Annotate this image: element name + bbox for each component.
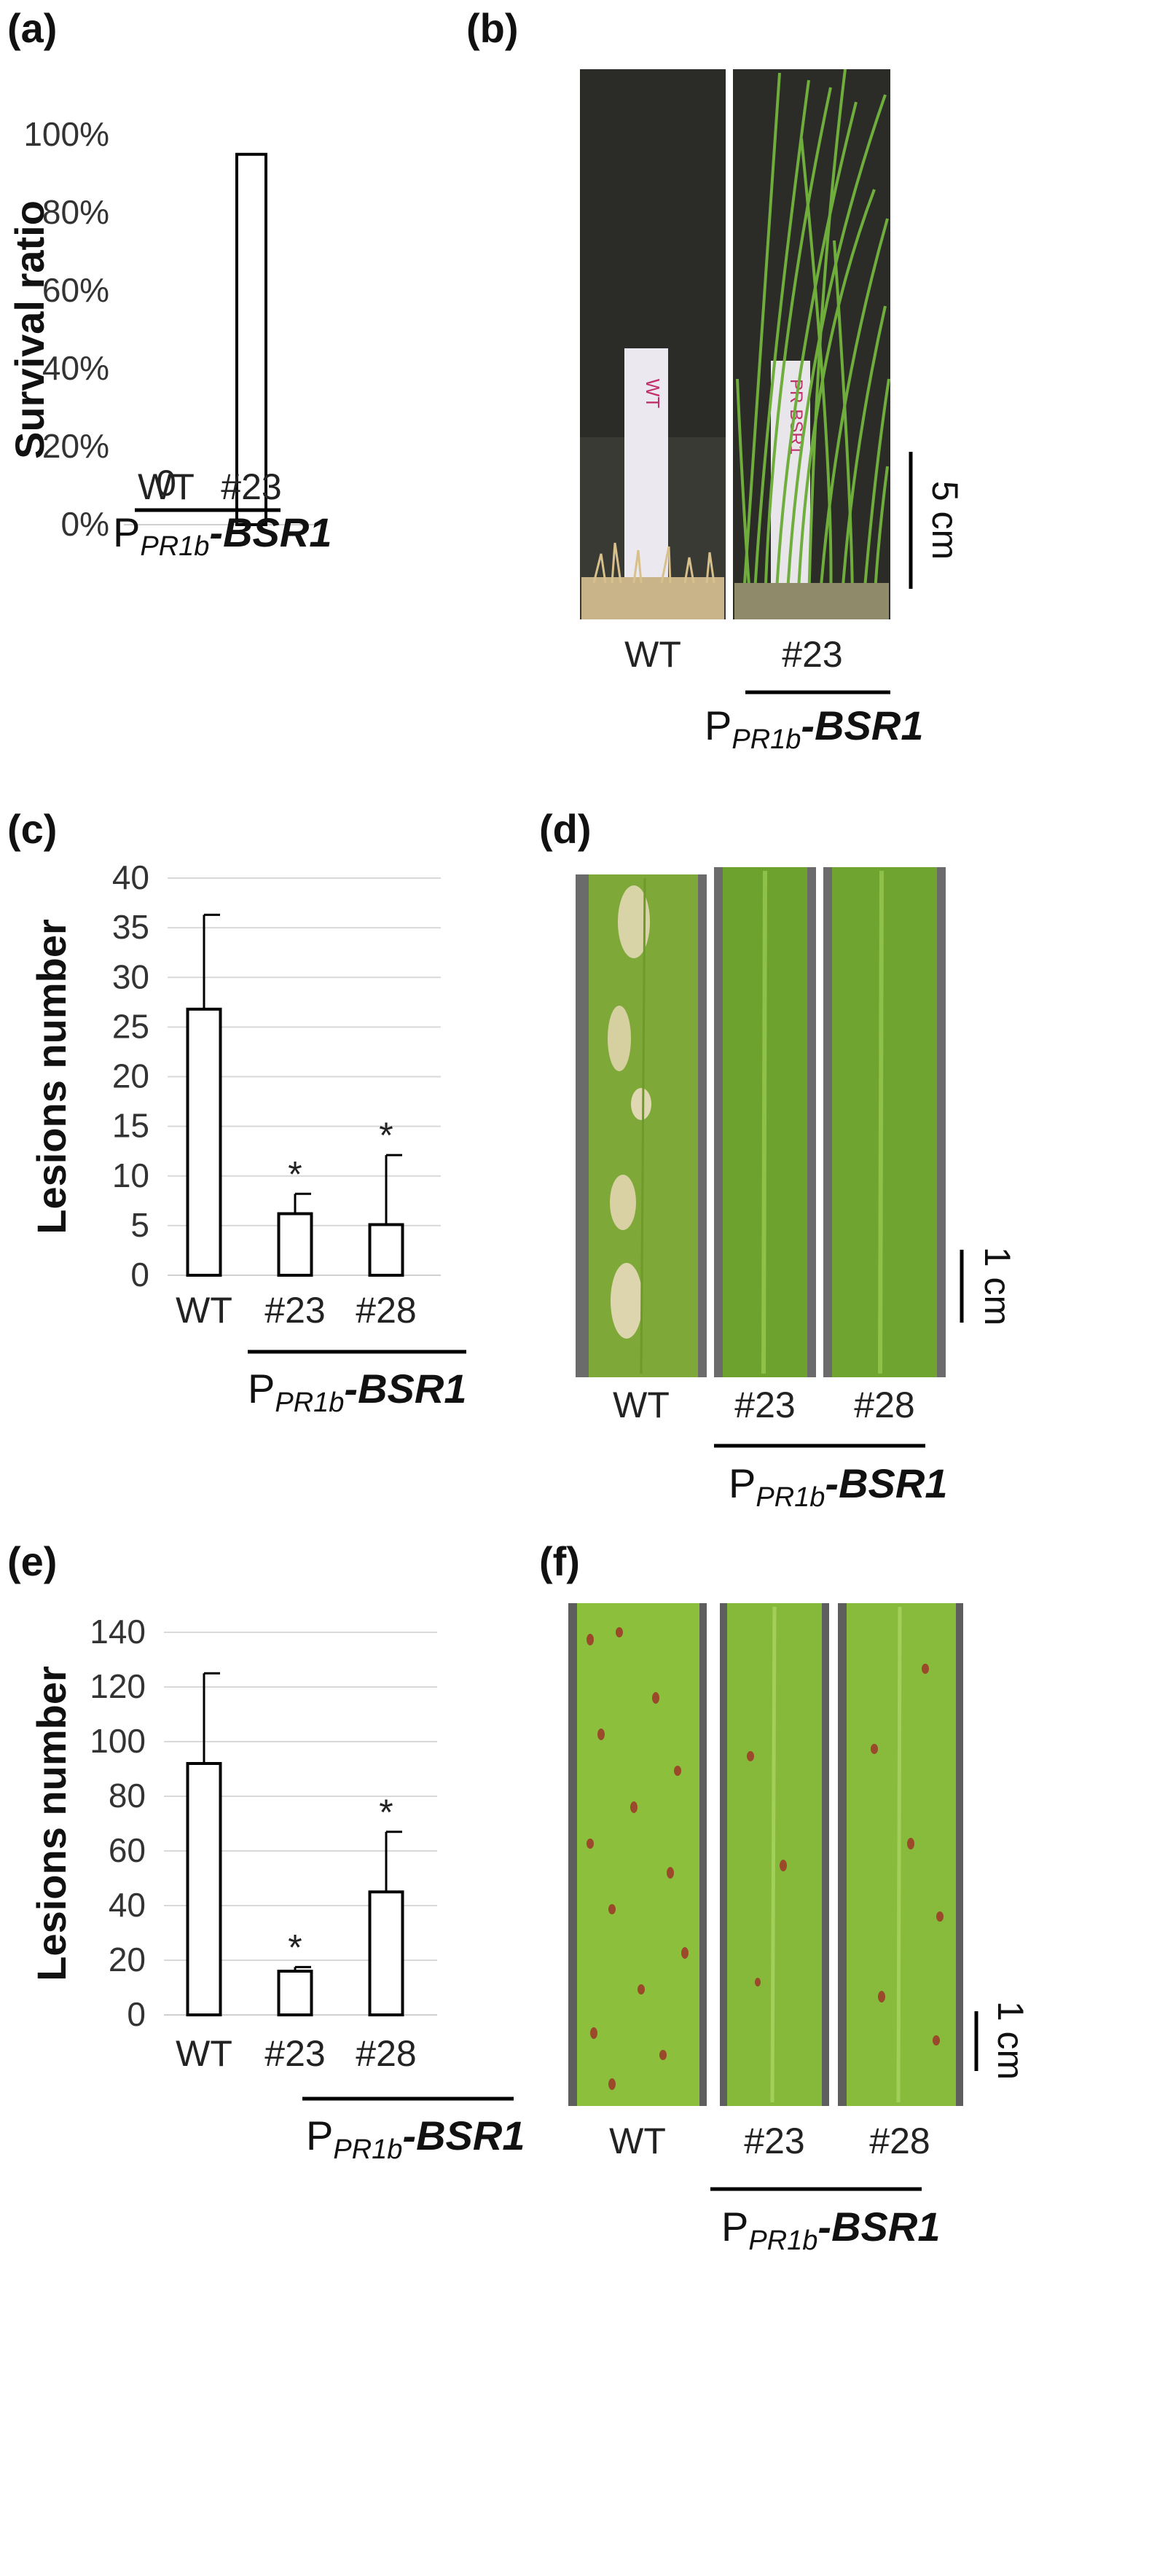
x-tick-label: WT [176,1290,232,1331]
label-card-wt-text: WT [642,379,664,409]
bar [235,152,267,526]
scale-label-b: 5 cm [925,481,965,560]
y-tick-label: 0% [61,505,109,543]
bar [368,1890,404,2016]
panel-e: (e) 0 20 40 60 80 100 120 140 Lesions number WT * #… [0,1530,525,2172]
construct-label-b: PPR1b-BSR1 [705,702,923,755]
construct-label-e: PPR1b-BSR1 [306,2113,525,2165]
y-tick-label: 100% [23,115,109,153]
y-axis-label: Lesions number [28,919,74,1234]
photo-f-label-28: #28 [869,2121,930,2161]
x-tick-label: #23 [264,1290,325,1331]
x-tick-label: WT [176,2033,232,2074]
panel-d-construct: PPR1b-BSR1 [714,1443,1151,1516]
bar [368,1223,404,1277]
panel-e-letter: (e) [7,1538,58,1584]
construct-label-f: PPR1b-BSR1 [721,2204,940,2256]
y-tick-label: 25 [112,1007,149,1045]
construct-label-c: PPR1b-BSR1 [248,1366,466,1418]
y-tick-label: 80% [42,193,109,231]
y-tick-label: 60% [42,271,109,309]
photo-d: 1 cm WT #23 #28 [576,867,1018,1425]
x-tick-label: #23 [264,2033,325,2074]
data-label: 0 [156,463,176,504]
y-tick-label: 10 [112,1156,149,1194]
photo-f: 1 cm WT #23 #28 [568,1603,1031,2161]
leaf-d-28 [823,867,946,1377]
scale-label-d: 1 cm [977,1247,1018,1326]
y-tick-label: 15 [112,1107,149,1145]
y-tick-label: 20% [42,427,109,465]
significance-marker: * [288,1154,302,1194]
panel-f-construct: PPR1b-BSR1 [710,2186,1148,2266]
photo-d-label-23: #23 [734,1385,795,1425]
construct-label-d: PPR1b-BSR1 [729,1460,947,1513]
y-axis-label: Survival ratio [7,200,52,459]
x-tick-label: #28 [356,2033,416,2074]
x-tick-label: #23 [221,466,281,507]
photo-f-label-23: #23 [744,2121,804,2161]
photo-b-label-wt: WT [624,634,681,675]
y-tick-label: 0 [130,1256,149,1293]
chart-e: 0 20 40 60 80 100 120 140 Lesions number WT * #23 * #… [28,1613,525,2165]
panel-d: (d) 1 cm WT #23 #28 [532,798,1157,1439]
y-tick-label: 100 [90,1722,146,1760]
panel-d-letter: (d) [539,806,592,852]
chart-a: 0% 20% 40% 60% 80% 100% Survival ratio 0WT #23 P… [7,115,332,562]
label-card-wt [624,348,668,582]
bar [277,1970,313,2016]
significance-marker: * [379,1115,393,1156]
leaf-d-wt [576,874,707,1377]
panel-c-letter: (c) [7,806,58,852]
leaf-f-23 [720,1603,829,2106]
panel-f-letter: (f) [539,1538,580,1584]
photo-f-label-wt: WT [609,2121,666,2161]
photo-b-label-23: #23 [782,634,842,675]
panel-a: (a) 0% 20% 40% 60% 80% 100% Survival ratio 0 WT #… [0,0,452,576]
photo-b-23: PR-BSR1 [733,68,890,619]
scale-label-f: 1 cm [990,2001,1031,2080]
leaf-d-23 [714,867,816,1377]
panel-b: (b) WT PR-BSR1 [466,0,1157,765]
y-tick-label: 80 [109,1777,146,1814]
photo-b-wt: WT [580,69,726,619]
photo-d-label-28: #28 [854,1385,914,1425]
construct-f: PPR1b-BSR1 [710,2187,940,2256]
panel-f: (f) [532,1530,1157,2186]
y-tick-label: 5 [130,1206,149,1244]
leaf-f-28 [838,1603,963,2106]
significance-marker: * [379,1792,393,1833]
y-tick-label: 35 [112,908,149,946]
y-tick-label: 40 [112,858,149,896]
y-tick-label: 60 [109,1831,146,1869]
y-tick-label: 120 [90,1667,146,1705]
y-tick-label: 0 [127,1995,146,2033]
panel-b-letter: (b) [466,5,519,51]
x-tick-label: WT [138,466,195,507]
panel-c: (c) 0 5 10 15 20 25 30 35 40 Lesions number WT * #23… [0,798,525,1439]
photo-d-label-wt: WT [613,1385,670,1425]
significance-marker: * [288,1927,302,1968]
x-tick-label: #28 [356,1290,416,1331]
bar [186,1762,222,2016]
y-tick-label: 30 [112,958,149,995]
y-tick-label: 40% [42,349,109,387]
construct-label-a: PPR1b-BSR1 [113,509,332,562]
photo-b: WT PR-BSR1 [580,68,965,755]
y-tick-label: 140 [90,1613,146,1651]
chart-c: 0 5 10 15 20 25 30 35 40 Lesions number WT * #23 * #28… [28,858,466,1418]
y-tick-label: 20 [112,1057,149,1095]
y-axis-label: Lesions number [28,1666,74,1981]
leaf-f-wt [568,1603,707,2106]
y-tick-label: 40 [109,1886,146,1924]
bar [277,1212,313,1277]
panel-a-letter: (a) [7,5,58,51]
construct-d: PPR1b-BSR1 [714,1444,947,1513]
bar [186,1007,222,1277]
rice-seedlings-23 [736,68,890,606]
y-tick-label: 20 [109,1941,146,1978]
